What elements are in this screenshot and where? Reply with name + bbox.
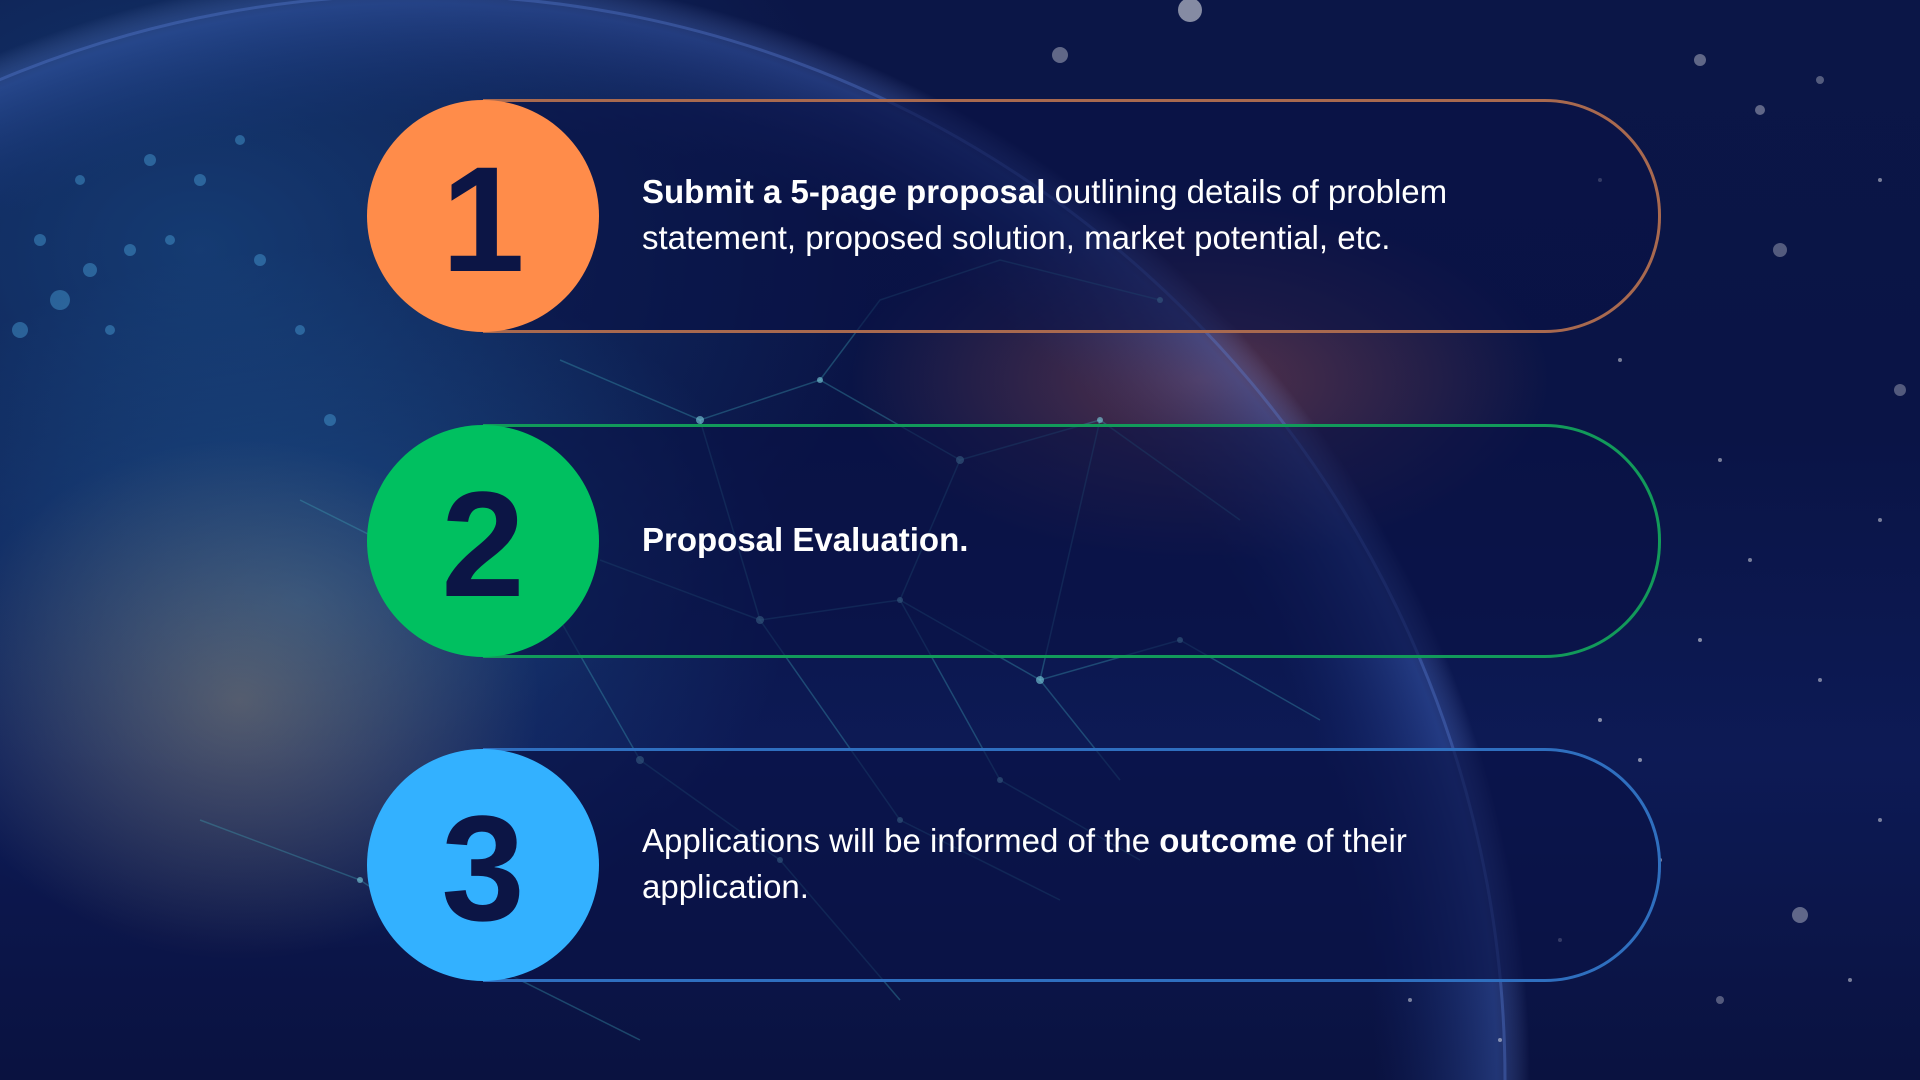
step-2-number-badge: 2 — [367, 425, 599, 657]
step-1-number: 1 — [441, 135, 525, 303]
step-1-frame — [483, 99, 1661, 333]
step-1-bold-text: Submit a 5-page proposal — [642, 173, 1046, 210]
step-1-number-badge: 1 — [367, 100, 599, 332]
step-3-number: 3 — [441, 784, 525, 952]
step-3: 3 Applications will be informed of the o… — [367, 748, 1661, 982]
step-3-text-before: Applications will be informed of the — [642, 822, 1160, 859]
step-1: 1 Submit a 5-page proposal outlining det… — [367, 99, 1661, 333]
step-3-description: Applications will be informed of the out… — [642, 748, 1542, 980]
step-3-number-badge: 3 — [367, 749, 599, 981]
step-3-frame — [483, 748, 1661, 982]
step-2-bold-text: Proposal Evaluation. — [642, 521, 969, 558]
step-2-number: 2 — [441, 460, 525, 628]
step-2-frame — [483, 424, 1661, 658]
step-3-text-after: of their application. — [642, 822, 1407, 905]
step-2-description: Proposal Evaluation. — [642, 424, 1542, 656]
step-2: 2 Proposal Evaluation. — [367, 424, 1661, 658]
step-1-text-after: outlining details of problem statement, … — [642, 173, 1448, 256]
step-1-description: Submit a 5-page proposal outlining detai… — [642, 99, 1542, 331]
step-3-bold-text: outcome — [1159, 822, 1297, 859]
